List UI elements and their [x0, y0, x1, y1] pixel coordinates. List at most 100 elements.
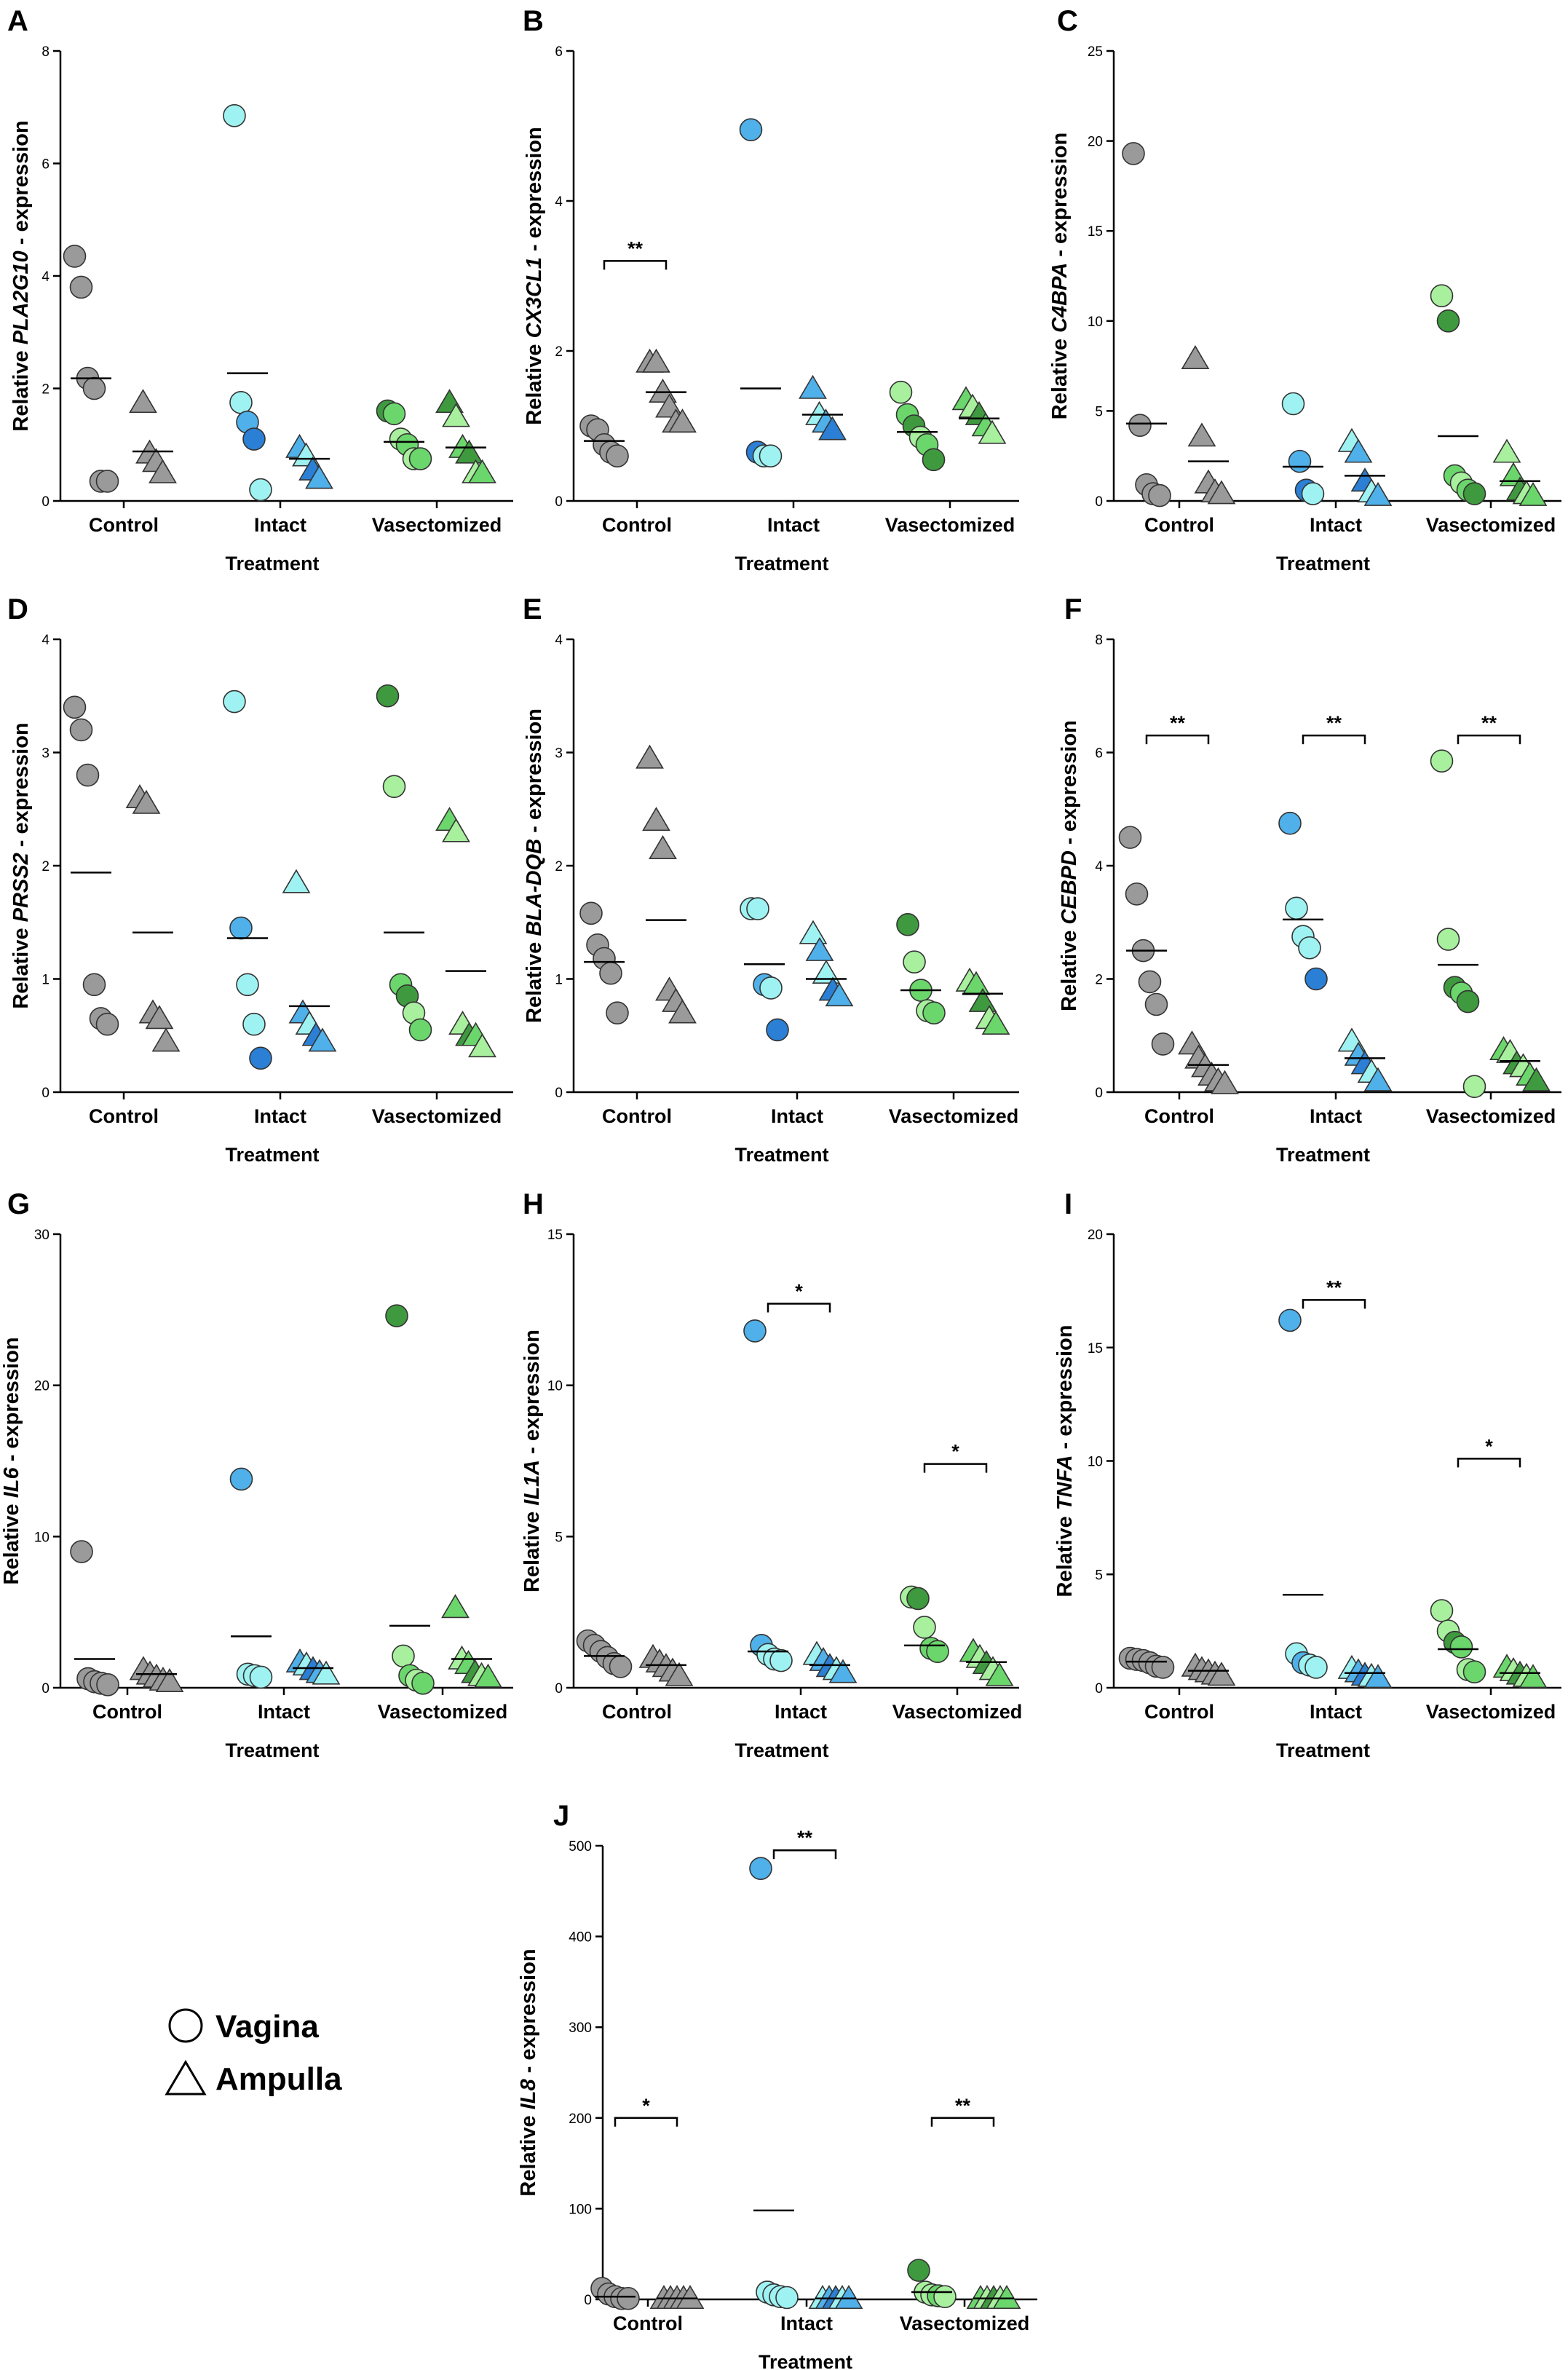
group-vasectomized-vagina — [1430, 284, 1486, 505]
group-vasectomized-vagina — [907, 2259, 957, 2309]
data-point-circle — [1298, 936, 1321, 960]
x-category-label: Intact — [1310, 1105, 1362, 1127]
data-point-triangle — [799, 920, 828, 944]
panel-h: H 0 5 10 15 Control Intact Vasectomized Treatmen… — [520, 1188, 1022, 1761]
group-intact-ampulla — [799, 920, 854, 1007]
data-point-triangle — [1492, 438, 1521, 463]
data-point-circle — [739, 118, 763, 141]
data-point-triangle — [474, 1663, 502, 1688]
data-point-circle — [749, 1857, 772, 1880]
y-tick-label: 1 — [41, 973, 50, 988]
y-axis-title-gene: BLA-DQB — [523, 839, 546, 936]
legend: Vagina Ampulla — [165, 2008, 342, 2097]
x-axis-title: Treatment — [225, 1144, 319, 1166]
group-control-vagina — [1118, 1646, 1175, 1679]
x-axis-title: Treatment — [225, 1739, 319, 1761]
data-point-circle — [229, 1467, 253, 1491]
x-category-label: Intact — [258, 1701, 310, 1723]
y-tick-label: 5 — [555, 1530, 563, 1545]
data-point-circle — [223, 104, 246, 127]
x-category-label: Control — [1144, 514, 1214, 536]
data-point-circle — [922, 448, 946, 472]
y-tick-label: 0 — [555, 1086, 563, 1101]
panel-i: I 0 5 10 15 20 Control Intact Vasectomized Treatm… — [1053, 1188, 1561, 1761]
y-tick-label: 10 — [1088, 1455, 1103, 1470]
y-tick-label: 10 — [34, 1530, 50, 1545]
significance-label: * — [951, 1441, 959, 1463]
y-axis-title-gene: IL8 — [517, 2078, 540, 2109]
panels-layer: A 0 2 4 6 8 Control Intact Vasectomized Treatment… — [0, 5, 1561, 2370]
x-axis-title: Treatment — [1276, 1144, 1370, 1166]
y-tick-label: 400 — [569, 1930, 592, 1946]
data-point-triangle — [978, 419, 1007, 444]
group-intact-vagina — [229, 1467, 273, 1689]
data-point-triangle — [308, 1027, 337, 1052]
group-vasectomized-ampulla — [1489, 1036, 1551, 1091]
significance-bracket — [930, 2117, 995, 2127]
data-point-circle — [249, 1665, 273, 1689]
data-point-circle — [95, 470, 119, 493]
y-tick-label: 4 — [555, 633, 563, 648]
data-point-circle — [896, 913, 919, 936]
group-vasectomized-vagina — [385, 1304, 435, 1695]
y-axis-title-suffix: - expression — [517, 1948, 540, 2079]
data-point-triangle — [981, 1011, 1010, 1035]
data-point-circle — [229, 391, 253, 414]
x-category-label: Control — [92, 1701, 162, 1723]
data-point-triangle — [805, 936, 834, 961]
x-axis-title: Treatment — [734, 1144, 828, 1166]
group-vasectomized-ampulla — [1492, 1654, 1548, 1688]
group-control-ampulla — [1178, 1030, 1239, 1094]
legend-vagina-marker — [168, 2008, 203, 2043]
y-axis-title-suffix: - expression — [9, 722, 33, 853]
y-tick-label: 2 — [555, 344, 563, 360]
group-control-ampulla — [129, 389, 177, 483]
group-vasectomized-ampulla — [441, 1594, 502, 1688]
y-axis-title-gene: IL6 — [0, 1466, 23, 1498]
x-category-label: Vasectomized — [885, 514, 1015, 536]
significance-label: ** — [1481, 712, 1497, 734]
data-point-triangle — [305, 465, 333, 489]
y-axis-title: Relative C4BPA - expression — [1048, 133, 1072, 419]
x-axis-title: Treatment — [759, 2351, 852, 2370]
x-category-label: Intact — [254, 514, 306, 536]
y-tick-label: 2 — [41, 859, 50, 874]
y-axis-title: Relative CX3CL1 - expression — [523, 127, 546, 424]
data-point-circle — [746, 897, 769, 920]
y-axis-title: Relative IL6 - expression — [0, 1337, 23, 1584]
y-tick-label: 0 — [1095, 494, 1103, 510]
data-point-triangle — [799, 374, 827, 399]
y-axis-title-prefix: Relative — [523, 936, 546, 1023]
panel-letter: F — [1064, 593, 1082, 625]
group-vasectomized-vagina — [376, 684, 432, 1042]
data-point-circle — [606, 1001, 629, 1024]
panel-letter: G — [7, 1188, 30, 1220]
data-point-circle — [759, 976, 783, 1000]
group-intact-vagina — [1281, 392, 1325, 505]
y-axis-title-suffix: - expression — [1053, 1325, 1077, 1455]
data-point-circle — [1430, 284, 1454, 307]
y-tick-label: 8 — [1095, 633, 1103, 648]
data-point-circle — [889, 380, 913, 404]
y-axis-title-prefix: Relative — [9, 922, 33, 1008]
group-vasectomized-vagina — [900, 1585, 949, 1663]
y-tick-label: 3 — [555, 746, 563, 762]
panel-letter: I — [1064, 1188, 1072, 1220]
data-point-circle — [1304, 1656, 1328, 1679]
data-point-triangle — [642, 807, 670, 832]
data-point-triangle — [129, 389, 157, 414]
y-axis-title-suffix: - expression — [520, 1330, 544, 1460]
group-vasectomized-ampulla — [966, 2285, 1021, 2310]
data-point-triangle — [151, 1027, 181, 1052]
data-point-circle — [599, 961, 622, 985]
data-point-circle — [70, 1540, 93, 1563]
data-point-circle — [579, 901, 603, 925]
data-point-triangle — [828, 1659, 858, 1683]
data-point-circle — [1122, 142, 1145, 165]
y-axis-title: Relative IL1A - expression — [520, 1330, 544, 1592]
y-axis-title-prefix: Relative — [9, 344, 33, 431]
data-point-circle — [1449, 1635, 1473, 1659]
panel-letter: J — [553, 1800, 569, 1832]
data-point-triangle — [1518, 481, 1548, 506]
